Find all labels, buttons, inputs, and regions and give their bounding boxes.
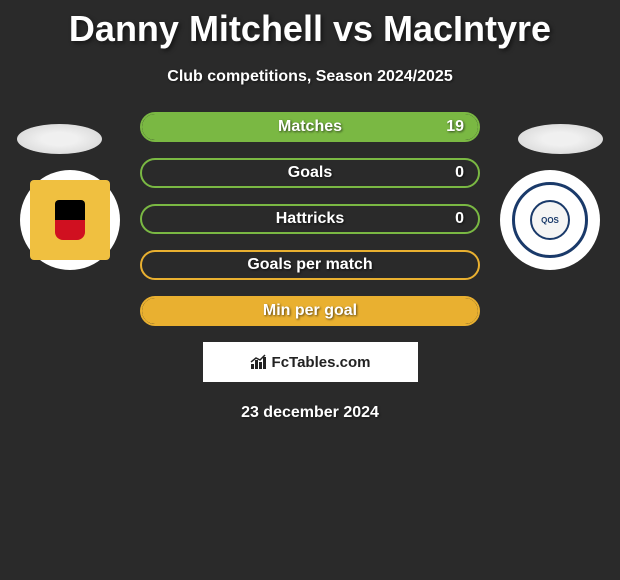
attribution-text: FcTables.com bbox=[272, 354, 371, 371]
stat-label: Goals bbox=[288, 164, 332, 182]
stat-label: Goals per match bbox=[247, 256, 372, 274]
club-badge-left bbox=[20, 170, 120, 270]
date-text: 23 december 2024 bbox=[0, 404, 620, 422]
stat-bar-min-per-goal: Min per goal bbox=[140, 296, 480, 326]
subtitle: Club competitions, Season 2024/2025 bbox=[0, 68, 620, 86]
stat-label: Hattricks bbox=[276, 210, 344, 228]
stat-bar-matches: Matches 19 bbox=[140, 112, 480, 142]
stat-bar-goals: Goals 0 bbox=[140, 158, 480, 188]
badge-right-center: QOS bbox=[530, 200, 570, 240]
page-title: Danny Mitchell vs MacIntyre bbox=[0, 0, 620, 50]
attribution-box: FcTables.com bbox=[203, 342, 418, 382]
stat-label: Min per goal bbox=[263, 302, 357, 320]
badge-left-inner bbox=[30, 180, 110, 260]
chart-icon bbox=[250, 354, 268, 370]
player-photo-right bbox=[518, 124, 603, 154]
stat-value-right: 0 bbox=[455, 164, 464, 182]
club-badge-right: QOS bbox=[500, 170, 600, 270]
stat-value-right: 0 bbox=[455, 210, 464, 228]
stat-label: Matches bbox=[278, 118, 342, 136]
stat-value-right: 19 bbox=[446, 118, 464, 136]
badge-left-shield bbox=[55, 200, 85, 240]
stat-bar-goals-per-match: Goals per match bbox=[140, 250, 480, 280]
player-photo-left bbox=[17, 124, 102, 154]
badge-right-inner: QOS bbox=[512, 182, 588, 258]
stat-bar-hattricks: Hattricks 0 bbox=[140, 204, 480, 234]
